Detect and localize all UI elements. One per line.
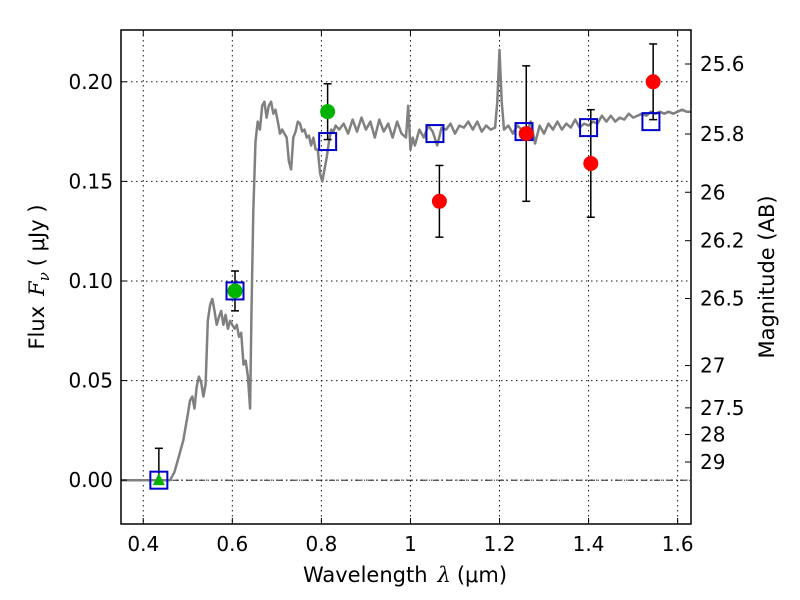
y-tick-label: 0.00: [68, 468, 113, 492]
model-flux-square: [225, 281, 245, 301]
model-flux-square: [425, 124, 445, 144]
magnitude-tick-label: 26.2: [700, 229, 745, 253]
data-layer: [121, 43, 691, 490]
y-tick-label: 0.15: [68, 169, 113, 193]
x-tick-label: 1.6: [662, 532, 694, 556]
tick-layer: 0.4 0.6 0.8 1 1.2 1.4 1.6 0.00 0.05 0.10 0.15 0.20 2…: [68, 30, 745, 556]
grid-layer: [121, 30, 691, 524]
model-flux-square: [149, 470, 169, 490]
x-tick-label: 0.8: [305, 532, 337, 556]
model-spectrum-line: [121, 48, 691, 482]
x-tick-label: 0.6: [216, 532, 248, 556]
observed-point-red: [583, 155, 599, 171]
y2-axis-label: Magnitude (AB): [755, 195, 779, 358]
model-flux-square: [641, 112, 661, 132]
y-tick-label: 0.20: [68, 70, 113, 94]
x-axis-label: Wavelength λ (μm): [303, 563, 507, 587]
observed-point-green: [227, 283, 243, 299]
y-tick-label: 0.10: [68, 269, 113, 293]
plot-frame: [120, 29, 692, 525]
magnitude-tick-label: 25.6: [700, 52, 745, 76]
x-tick-label: 0.4: [127, 532, 159, 556]
model-flux-square: [318, 132, 338, 152]
x-tick-label: 1.2: [484, 532, 516, 556]
model-flux-square: [579, 118, 599, 138]
observed-point-green: [320, 104, 336, 120]
x-tick-label: 1: [404, 532, 417, 556]
observed-point-red: [645, 74, 661, 90]
magnitude-tick-label: 26.5: [700, 287, 745, 311]
magnitude-tick-label: 27: [700, 354, 725, 378]
observed-point-red: [431, 193, 447, 209]
y-tick-label: 0.05: [68, 369, 113, 393]
magnitude-tick-label: 25.8: [700, 122, 745, 146]
x-tick-label: 1.4: [573, 532, 605, 556]
magnitude-tick-label: 26: [700, 180, 725, 204]
observed-point-red: [518, 126, 534, 142]
magnitude-tick-label: 27.5: [700, 396, 745, 420]
upper-limit-triangle: [152, 473, 165, 486]
magnitude-tick-label: 29: [700, 450, 725, 474]
magnitude-tick-label: 28: [700, 423, 725, 447]
y-axis-label: FluxFν( μJy ): [25, 204, 53, 349]
